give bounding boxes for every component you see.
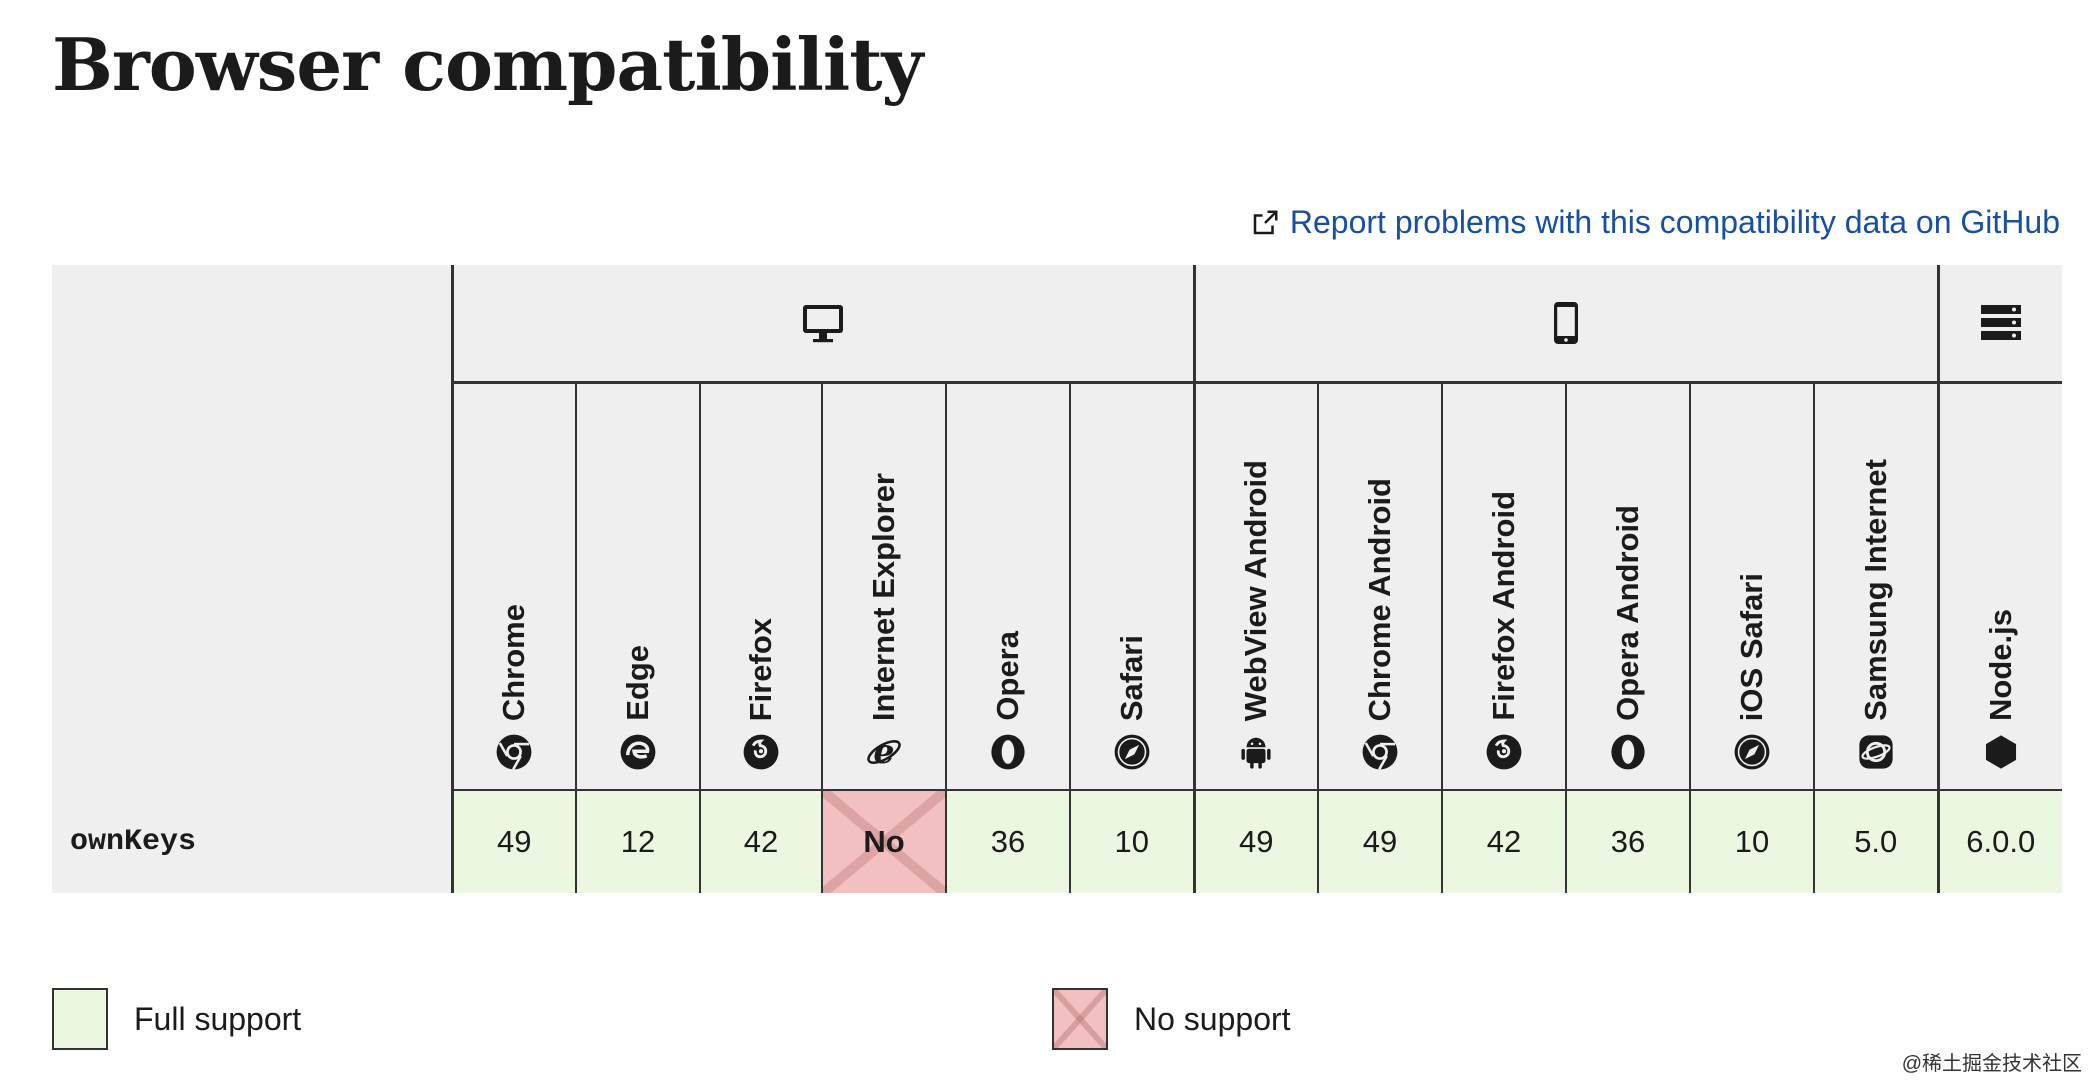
desktop-icon (803, 305, 843, 343)
support-cell-node-js[interactable]: 6.0.0 (1936, 790, 2062, 893)
legend-full-label: Full support (134, 1000, 302, 1037)
browser-name: Firefox (743, 617, 778, 721)
legend-no-support: No support (1052, 988, 1291, 1050)
browser-name: WebView Android (1238, 459, 1274, 721)
legend-none-label: No support (1134, 1000, 1291, 1037)
external-link-icon (1253, 210, 1278, 234)
platform-mobile (1192, 265, 1938, 384)
server-icon (1980, 305, 2021, 340)
chrome-icon (1362, 734, 1398, 771)
browser-header-10: iOS Safari (1689, 382, 1814, 791)
browser-header-1: Edge (575, 382, 700, 791)
browser-name: Samsung Internet (1857, 459, 1893, 721)
ie-icon: e (867, 733, 901, 771)
no-support-swatch (1052, 988, 1108, 1050)
watermark: @稀土掘金技术社区 (1901, 1053, 2082, 1075)
browser-name: iOS Safari (1734, 572, 1769, 721)
firefox-icon (1486, 734, 1522, 770)
opera-icon (1611, 734, 1645, 770)
browser-header-9: Opera Android (1565, 382, 1690, 791)
safari-icon (1734, 734, 1770, 770)
browser-header-4: Opera (945, 382, 1070, 791)
browser-header-7: Chrome Android (1317, 382, 1442, 791)
browser-header-5: Safari (1069, 382, 1194, 791)
report-link-text: Report problems with this compatibility … (1289, 204, 2060, 240)
firefox-icon (743, 734, 779, 770)
table-row: ownKeys 49 12 42 No 36 10 49 49 42 36 10 5.0 6.0.0 (52, 790, 2062, 893)
browser-header-0: Chrome (450, 382, 576, 791)
browser-name: Safari (1113, 634, 1149, 721)
svg-text:e: e (873, 733, 894, 771)
report-problems-link[interactable]: Report problems with this compatibility … (1250, 204, 2060, 241)
browser-header-8: Firefox Android (1441, 382, 1566, 791)
support-cell-firefox-android[interactable]: 42 (1441, 790, 1566, 893)
support-cell-chrome[interactable]: 49 (450, 790, 576, 893)
browser-name: Opera (990, 631, 1025, 721)
platform-desktop (450, 265, 1194, 384)
browser-header-2: Firefox (699, 382, 822, 791)
support-cell-samsung-internet[interactable]: 5.0 (1813, 790, 1938, 893)
browser-name: Chrome Android (1362, 477, 1397, 721)
browser-header-12: Node.js (1936, 382, 2062, 791)
support-cell-chrome-android[interactable]: 49 (1317, 790, 1442, 893)
mobile-icon (1554, 302, 1578, 344)
browser-name: Edge (620, 645, 655, 721)
samsung-internet-icon (1859, 735, 1893, 769)
support-cell-firefox[interactable]: 42 (699, 790, 822, 893)
chrome-icon (496, 734, 532, 771)
support-cell-edge[interactable]: 12 (575, 790, 700, 893)
platform-server (1936, 265, 2062, 384)
browser-name: Opera Android (1610, 505, 1645, 721)
browser-header-6: WebView Android (1192, 382, 1318, 791)
support-cell-opera[interactable]: 36 (945, 790, 1070, 893)
browser-name: Firefox Android (1486, 491, 1521, 721)
browser-name: Internet Explorer (866, 472, 901, 721)
browser-name: Chrome (496, 603, 532, 721)
support-cell-ios-safari[interactable]: 10 (1689, 790, 1814, 893)
page-title: Browser compatibility (52, 22, 923, 107)
support-cell-internet-explorer[interactable]: No (821, 790, 946, 893)
feature-name: ownKeys (52, 790, 452, 893)
edge-icon (620, 734, 656, 770)
browser-name: Node.js (1982, 609, 2018, 721)
browser-header-3: Internet Explorer e (821, 382, 946, 791)
full-support-swatch (52, 988, 108, 1050)
browser-header-11: Samsung Internet (1813, 382, 1938, 791)
android-icon (1241, 737, 1271, 769)
table-corner (52, 265, 452, 790)
support-cell-opera-android[interactable]: 36 (1565, 790, 1690, 893)
support-cell-webview-android[interactable]: 49 (1192, 790, 1318, 893)
support-cell-safari[interactable]: 10 (1069, 790, 1194, 893)
safari-icon (1114, 734, 1150, 770)
opera-icon (991, 734, 1025, 770)
nodejs-icon (1985, 735, 2016, 769)
compat-table: Chrome Edge Firefox Internet Explorer e Opera… (52, 265, 2062, 893)
legend-full-support: Full support (52, 988, 301, 1050)
